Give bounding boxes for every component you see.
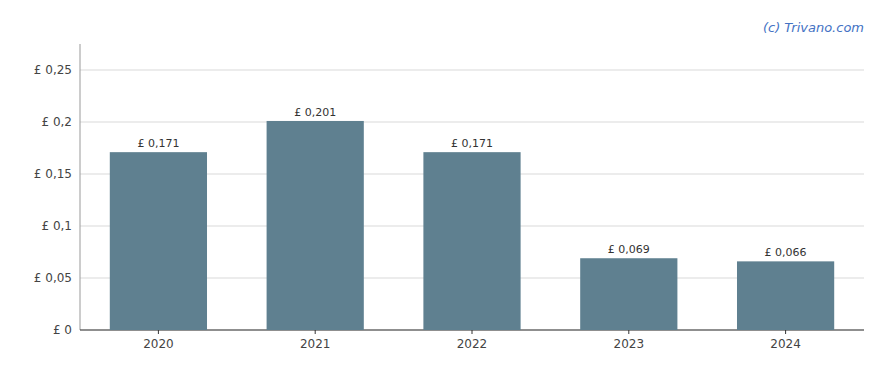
data-label: £ 0,171 (451, 137, 493, 150)
y-tick-label: £ 0,1 (41, 219, 72, 233)
bar (423, 152, 520, 330)
x-tick-label: 2020 (143, 337, 174, 351)
data-label: £ 0,066 (765, 246, 807, 259)
data-label: £ 0,201 (294, 106, 336, 119)
grid-line (80, 122, 864, 123)
axes: £ 0 £ 0,05 £ 0,1 £ 0,15 £ 0,2 £ 0,25 2020 2021 2… (34, 44, 864, 351)
chart-svg: £ 0 £ 0,05 £ 0,1 £ 0,15 £ 0,2 £ 0,25 2020 2021 2… (0, 0, 888, 370)
y-tick-label: £ 0,2 (41, 115, 72, 129)
bar (737, 261, 834, 330)
chart-container: £ 0 £ 0,05 £ 0,1 £ 0,15 £ 0,2 £ 0,25 2020 2021 2… (0, 0, 888, 370)
bars (110, 121, 834, 330)
y-tick-label: £ 0 (53, 323, 72, 337)
x-tick-label: 2024 (770, 337, 801, 351)
grid-line (80, 70, 864, 71)
bar (267, 121, 364, 330)
x-tick (472, 330, 473, 334)
y-tick-label: £ 0,15 (34, 167, 72, 181)
y-tick-label: £ 0,05 (34, 271, 72, 285)
x-tick (628, 330, 629, 334)
x-tick-label: 2021 (300, 337, 331, 351)
grid (80, 70, 864, 330)
data-label: £ 0,069 (608, 243, 650, 256)
bar (110, 152, 207, 330)
x-tick-label: 2022 (457, 337, 488, 351)
y-axis-line (80, 44, 81, 330)
x-tick-label: 2023 (614, 337, 645, 351)
data-labels: £ 0,171 £ 0,201 £ 0,171 £ 0,069 £ 0,066 (137, 106, 806, 259)
x-tick (785, 330, 786, 334)
bar (580, 258, 677, 330)
x-tick (315, 330, 316, 334)
data-label: £ 0,171 (137, 137, 179, 150)
y-tick-label: £ 0,25 (34, 63, 72, 77)
page: {"chart_data": {"type": "bar", "categori… (0, 0, 888, 370)
watermark: (c) Trivano.com (763, 20, 864, 35)
x-tick (158, 330, 159, 334)
